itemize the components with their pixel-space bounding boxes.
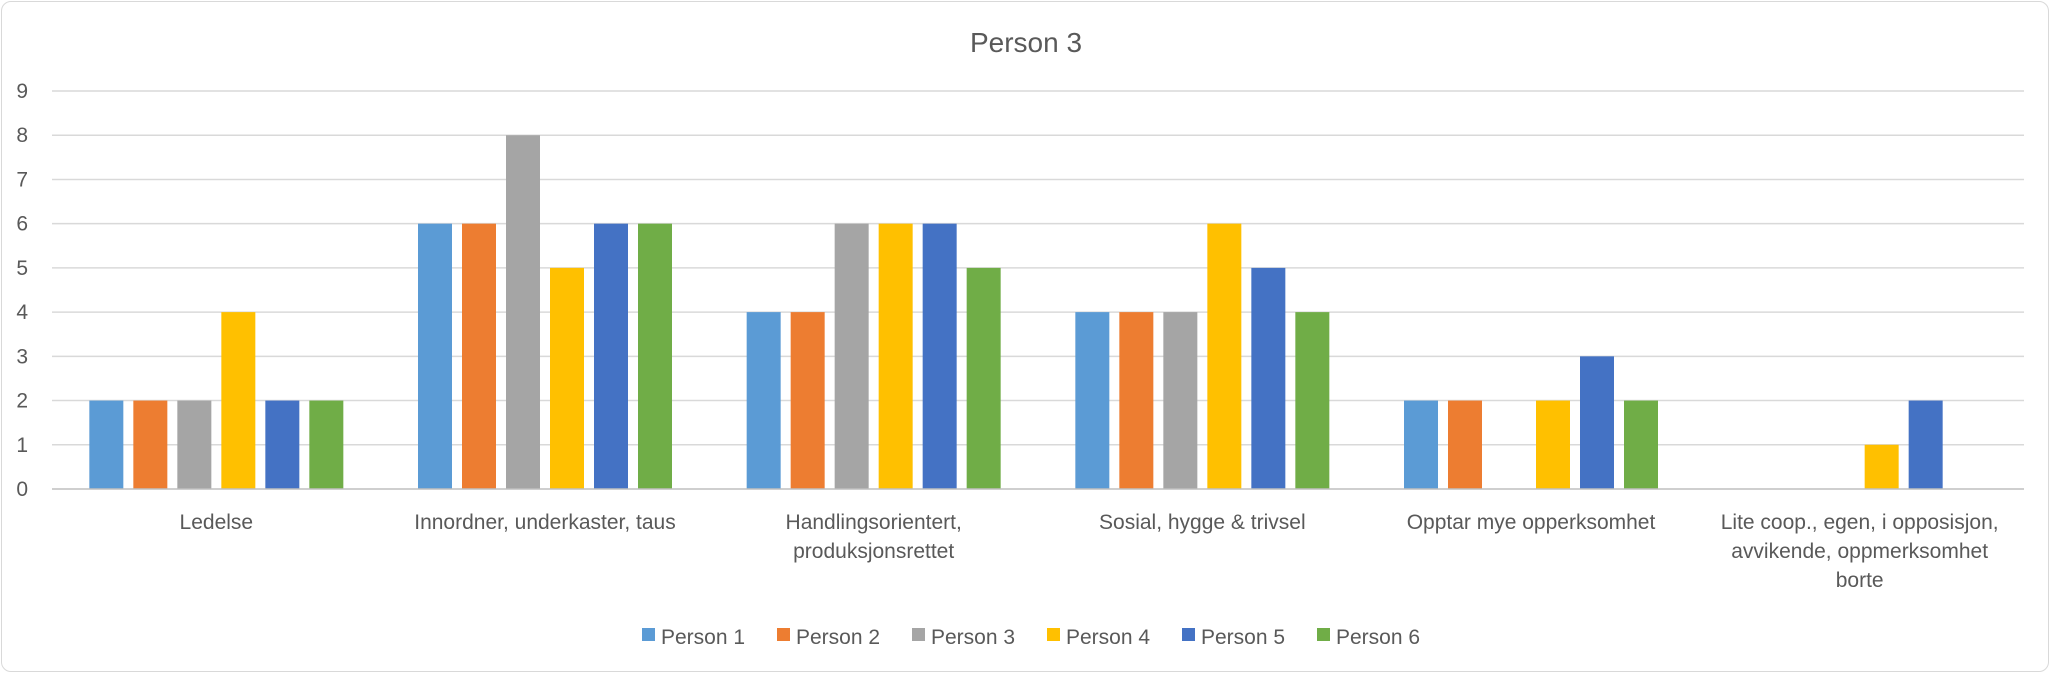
bar — [1864, 444, 1899, 489]
category-label: Innordner, underkaster, taus — [414, 511, 676, 534]
legend-label: Person 4 — [1066, 626, 1150, 649]
bar — [1295, 312, 1330, 489]
bar — [1075, 312, 1110, 489]
category-label: Handlingsorientert, produksjonsrettet — [786, 511, 962, 563]
legend-swatch — [912, 628, 925, 641]
bar — [1580, 356, 1614, 489]
y-axis-ticks: 0 1 2 3 4 5 6 7 8 9 — [16, 80, 28, 501]
bar — [1404, 400, 1438, 489]
legend-item[interactable]: Person 5 — [1182, 626, 1285, 649]
bar — [89, 400, 124, 489]
bar — [133, 400, 168, 489]
bar — [1163, 312, 1198, 489]
bar — [878, 223, 913, 489]
legend-swatch — [1317, 628, 1330, 641]
legend-label: Person 6 — [1336, 626, 1420, 649]
y-tick-label: 1 — [16, 434, 28, 457]
legend-item[interactable]: Person 4 — [1047, 626, 1150, 649]
bar — [594, 223, 628, 489]
y-tick-label: 7 — [16, 168, 28, 191]
category-label: Opptar mye opperksomhet — [1407, 511, 1656, 534]
bars — [89, 135, 1943, 489]
chart-title: Person 3 — [970, 27, 1082, 58]
legend-swatch — [1047, 628, 1060, 641]
legend-item[interactable]: Person 2 — [777, 626, 880, 649]
legend-swatch — [642, 628, 655, 641]
bar — [834, 223, 869, 489]
y-tick-label: 3 — [16, 345, 28, 368]
legend-label: Person 3 — [931, 626, 1015, 649]
bar — [966, 267, 1001, 489]
bar — [638, 223, 672, 489]
bar — [177, 400, 212, 489]
bar — [1251, 267, 1286, 489]
legend-item[interactable]: Person 1 — [642, 626, 745, 649]
bar — [550, 267, 584, 489]
bar — [1536, 400, 1570, 489]
category-label: Ledelse — [180, 511, 254, 534]
y-tick-label: 5 — [16, 257, 28, 280]
legend-item[interactable]: Person 6 — [1317, 626, 1420, 649]
bar — [506, 135, 540, 489]
legend-swatch — [1182, 628, 1195, 641]
y-tick-label: 8 — [16, 124, 28, 147]
bar — [1207, 223, 1242, 489]
legend-label: Person 5 — [1201, 626, 1285, 649]
y-tick-label: 2 — [16, 390, 28, 413]
y-tick-label: 4 — [16, 301, 28, 324]
bar — [418, 223, 452, 489]
gridlines — [52, 90, 2024, 446]
bar — [922, 223, 957, 489]
category-label: Sosial, hygge & trivsel — [1099, 511, 1306, 534]
y-tick-label: 6 — [16, 213, 28, 236]
bar — [462, 223, 496, 489]
category-labels: Ledelse Innordner, underkaster, taus Handl… — [180, 511, 1999, 592]
bar — [309, 400, 344, 489]
bar — [1119, 312, 1154, 489]
category-label: Lite coop., egen, i opposisjon, avvikende… — [1721, 511, 1999, 592]
bar — [790, 312, 825, 489]
legend[interactable]: Person 1 Person 2 Person 3 Person 4 Person 5… — [642, 626, 1420, 649]
bar — [1448, 400, 1482, 489]
bar — [265, 400, 300, 489]
bar — [1908, 400, 1943, 489]
legend-item[interactable]: Person 3 — [912, 626, 1015, 649]
bar — [221, 312, 256, 489]
y-tick-label: 0 — [16, 478, 28, 501]
y-tick-label: 9 — [16, 80, 28, 103]
bar — [746, 312, 781, 489]
bar — [1624, 400, 1658, 489]
legend-label: Person 1 — [661, 626, 745, 649]
legend-swatch — [777, 628, 790, 641]
legend-label: Person 2 — [796, 626, 880, 649]
